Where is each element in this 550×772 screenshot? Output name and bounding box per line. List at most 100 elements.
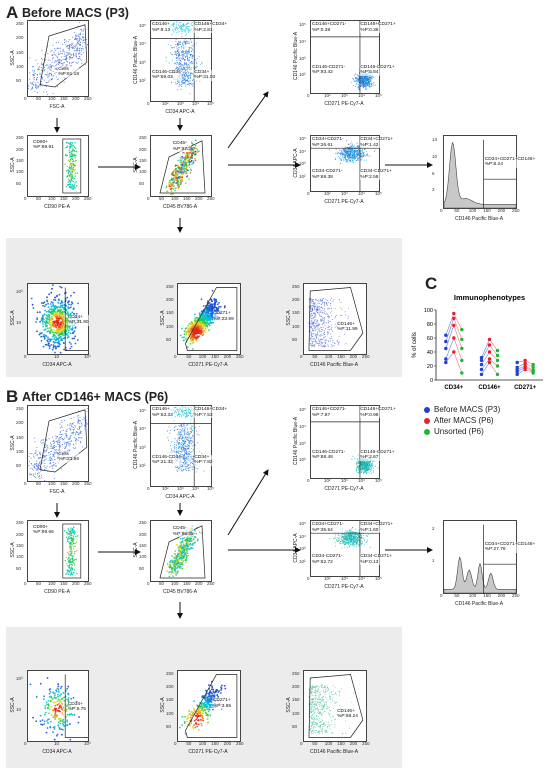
x-tick-label: 50 [36,196,42,201]
y-tick-label: 200 [16,531,24,537]
gate-label-q3: CD146-CD34- %P:21.32 [152,454,183,466]
data-point [479,362,484,367]
gate-outline[interactable] [308,287,364,351]
y-tick-label: 200 [139,531,147,537]
gate-outline[interactable] [311,406,379,478]
y-tick-label: 10² [299,559,306,565]
x-tick-label: 10³ [177,486,184,491]
gate-label-q3: CD146-CD271- %P:88.48 [312,449,346,461]
plot-area [443,520,517,594]
y-tick-label: 200 [292,297,300,303]
gate-outline[interactable] [62,138,82,194]
flow-plot-b-cd146: CD146 Pacific Blue-A SSC-A 0 50 100 150 200 250… [286,670,370,755]
gate-label-q1: CD146+CD271- %P:0.38 [312,22,347,34]
gate-outline[interactable] [39,409,88,473]
gate-outline[interactable] [159,525,206,579]
x-tick-label: 0 [24,354,27,359]
data-point [523,367,527,372]
gate-outline[interactable] [185,287,238,351]
x-tick-label: 50 [312,354,318,359]
gate-label-q2: CD146+CD34+ %P:7.53 [194,407,228,419]
y-tick-label: 6 [432,170,435,176]
paired-line [489,351,498,361]
x-tick-label: 0 [147,196,150,201]
x-tick-label: 200 [72,196,80,201]
gate-outline[interactable] [39,24,88,88]
gate-outline[interactable] [483,524,516,593]
x-tick-label: 200 [349,354,358,359]
x-axis-label: CD271 PE-Cy7-A [324,486,364,492]
flow-plot-b-hist: CD146 Pacific Blue-A 0 50 100 150 200 250 1 2 CD3… [432,520,536,607]
gate-outline[interactable] [483,139,516,208]
y-tick-label: 50 [292,723,298,729]
gate-label: CD90+ %P:99.91 [33,139,54,151]
y-tick-label: 50 [16,462,22,468]
y-tick-label: 10⁵ [139,22,146,28]
x-axis-label: CD146 Pacific Blue-A [454,601,504,607]
gate-label-q2: CD34+CD271+ %P:1.42 [360,137,394,149]
y-tick-label: 10⁵ [139,407,146,413]
y-axis-label: SSC-A [133,157,139,173]
y-tick-label: 100 [292,710,300,716]
x-tick-label: 200 [223,354,232,359]
gate-outline[interactable] [151,21,211,101]
x-tick-label: 250 [84,581,92,586]
paired-line [489,358,498,367]
y-tick-label: 200 [166,684,174,690]
gate-outline[interactable] [311,21,379,93]
data-point [495,353,500,358]
data-point [452,336,456,340]
gate-outline[interactable] [159,140,206,194]
x-axis-label: CD90 PE-A [44,204,70,210]
x-tick-label: 0 [24,481,27,486]
x-tick-label: 250 [362,354,370,359]
gate-label-q1: CD34+CD271- %P:26.61 [312,137,344,149]
chart-legend: Before MACS (P3) After MACS (P6) Unsorte… [424,404,500,437]
flow-plot-b-cd146cd271: CD271 PE-Cy7-A CD146 Pacific Blue-A 0 10² 10… [293,405,396,492]
y-tick-label: 10² [299,72,306,78]
x-tick-label: 250 [512,208,520,213]
x-tick-label: 100 [48,581,56,586]
gate-label-q2: CD146+CD271+ %P:0.36 [360,22,396,34]
data-point [479,355,484,360]
x-axis-label: CD34 APC-A [42,749,72,755]
y-tick-label: 40 [427,350,433,356]
y-axis-label: SSC-A [10,157,16,173]
gate-outline[interactable] [308,674,364,738]
x-tick-label: 10² [324,191,331,196]
plot-area [177,283,241,355]
gate-outline[interactable] [151,406,211,486]
gate-label-q3: CD146-CD34- %P:69.03 [152,69,183,81]
y-tick-label: 200 [16,420,24,426]
gate-outline[interactable] [64,674,88,738]
paired-line [445,313,455,336]
y-tick-label: 50 [139,565,145,571]
legend-label: After MACS (P6) [434,416,494,425]
y-tick-label: 10 [16,706,22,712]
y-tick-label: 100 [139,169,147,175]
gate-label-q3: CD146-CD271- %P:93.42 [312,64,346,76]
x-tick-label: 250 [207,196,215,201]
x-tick-label: 10³ [84,354,91,359]
gate-label: CD34+ %P:5.75 [67,701,86,713]
x-tick-label: 250 [84,96,92,101]
plot-canvas [444,139,516,208]
y-tick-label: 10⁴ [299,148,306,154]
gate-outline[interactable] [64,287,88,351]
gate-outline[interactable] [185,674,238,738]
y-tick-label: 10 [16,319,22,325]
paired-line [481,358,490,370]
data-point [515,360,519,365]
y-axis-label: SSC-A [10,542,16,558]
plot-canvas [311,521,379,576]
y-tick-label: 200 [166,297,174,303]
x-tick-label: CD34+ [444,385,463,391]
y-tick-label: 50 [166,336,172,342]
flow-plot-a-cd45: CD45 BV786-A SSC-A 0 50 100 150 200 250 50 100 150… [133,135,215,210]
x-tick-label: 150 [337,741,345,746]
paired-line [489,362,498,375]
gate-outline[interactable] [62,523,82,579]
x-tick-label: 200 [72,581,80,586]
paired-line [453,337,463,361]
x-tick-label: 0 [440,208,443,213]
